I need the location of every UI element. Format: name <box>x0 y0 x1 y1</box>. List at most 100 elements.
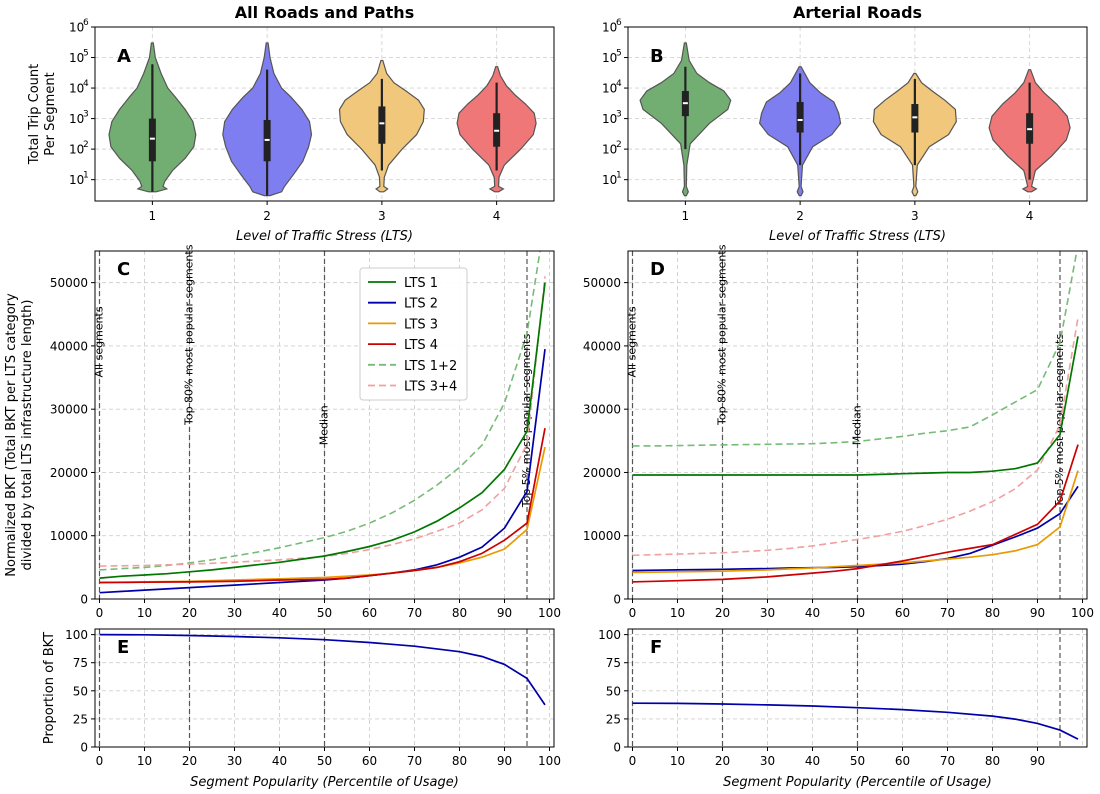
axes-frame <box>627 26 1088 202</box>
y-tick-label: 40000 <box>583 339 621 353</box>
x-tick-label: 70 <box>940 606 955 620</box>
y-tick-label: 10 <box>69 173 84 187</box>
y-tick-label: 50 <box>606 684 621 698</box>
y-tick-label: 30000 <box>50 403 88 417</box>
y-tick-label: 50000 <box>583 276 621 290</box>
y-tick-exponent: 3 <box>616 110 622 120</box>
y-tick-label: 25 <box>73 712 88 726</box>
y-tick-label: 0 <box>80 741 88 755</box>
y-axis-label: Normalized BKT (Total BKT per LTS catego… <box>4 293 19 577</box>
x-tick-label: 0 <box>629 606 637 620</box>
y-tick-exponent: 1 <box>616 171 622 181</box>
series-line-lts-3 <box>99 446 546 584</box>
violin-box-2 <box>796 101 804 133</box>
x-tick-label: 10 <box>137 754 152 768</box>
x-tick-label: 20 <box>182 606 197 620</box>
legend-label: LTS 1+2 <box>404 359 457 374</box>
legend-label: LTS 1 <box>404 276 438 291</box>
reference-line-label: Median <box>318 405 331 445</box>
x-tick-label: 4 <box>493 209 501 223</box>
x-tick-label: 60 <box>362 754 377 768</box>
violin-box-3 <box>378 106 386 144</box>
x-tick-label: 10 <box>137 606 152 620</box>
reference-line-label: Top 5% most popular segments <box>1053 334 1066 509</box>
x-tick-label: 80 <box>985 606 1000 620</box>
x-tick-label: 2 <box>263 209 271 223</box>
x-tick-label: 60 <box>362 606 377 620</box>
axes-frame <box>94 26 555 202</box>
x-tick-label: 20 <box>182 754 197 768</box>
panel-letter: D <box>650 259 665 280</box>
x-tick-label: 1 <box>682 209 690 223</box>
x-tick-label: 20 <box>715 754 730 768</box>
y-tick-label: 10 <box>602 173 617 187</box>
y-tick-label: 0 <box>613 741 621 755</box>
x-tick-label: 30 <box>227 606 242 620</box>
x-tick-label: 40 <box>805 754 820 768</box>
reference-line-label: Top 5% most popular segments <box>520 334 533 509</box>
x-tick-label: 50 <box>850 754 865 768</box>
x-tick-label: 3 <box>378 209 386 223</box>
x-tick-label: 90 <box>497 606 512 620</box>
x-tick-label: 90 <box>1030 606 1045 620</box>
y-tick-label: 0 <box>613 593 621 607</box>
panel-letter: E <box>117 637 129 658</box>
legend-label: LTS 3+4 <box>404 380 457 395</box>
series-line-lts-1-2 <box>632 251 1078 447</box>
y-tick-label: 10 <box>69 21 84 35</box>
series-line-lts-1-2 <box>99 251 541 571</box>
reference-line-label: All segments <box>626 306 639 377</box>
y-axis-label: Per Segment <box>43 72 58 155</box>
y-tick-exponent: 1 <box>83 171 89 181</box>
y-tick-label: 50000 <box>50 276 88 290</box>
y-tick-label: 75 <box>73 656 88 670</box>
x-tick-label: 90 <box>1030 754 1045 768</box>
x-tick-label: 50 <box>850 606 865 620</box>
panel-letter: A <box>117 46 131 67</box>
y-tick-label: 10 <box>602 82 617 96</box>
chart-title: Arterial Roads <box>793 3 922 22</box>
x-axis-label: Level of Traffic Stress (LTS) <box>236 229 413 244</box>
y-tick-label: 50 <box>73 684 88 698</box>
y-tick-exponent: 5 <box>83 49 89 59</box>
series-line-lts-3-4 <box>632 317 1079 557</box>
y-tick-exponent: 6 <box>616 18 622 28</box>
series-line-proportion-of-bkt <box>632 702 1079 740</box>
series-line-proportion-of-bkt <box>99 633 546 706</box>
y-tick-exponent: 6 <box>83 18 89 28</box>
y-tick-label: 10 <box>69 143 84 157</box>
x-tick-label: 70 <box>407 754 422 768</box>
reference-line-label: All segments <box>93 306 106 377</box>
y-tick-label: 10 <box>602 112 617 126</box>
x-tick-label: 4 <box>1026 209 1034 223</box>
y-tick-label: 10 <box>602 51 617 65</box>
x-tick-label: 10 <box>670 606 685 620</box>
x-tick-label: 30 <box>760 606 775 620</box>
y-tick-label: 10000 <box>583 529 621 543</box>
x-tick-label: 90 <box>497 754 512 768</box>
series-line-lts-2 <box>632 485 1079 572</box>
y-tick-label: 10 <box>602 21 617 35</box>
x-tick-label: 60 <box>895 754 910 768</box>
y-tick-label: 30000 <box>583 403 621 417</box>
chart-title: All Roads and Paths <box>235 3 414 22</box>
reference-line-label: Top 80% most popular segments <box>183 244 196 426</box>
y-tick-label: 100 <box>598 628 621 642</box>
reference-line-label: Top 80% most popular segments <box>716 244 729 426</box>
y-tick-label: 10 <box>69 82 84 96</box>
y-tick-label: 20000 <box>583 466 621 480</box>
legend-label: LTS 2 <box>404 297 438 312</box>
y-tick-exponent: 5 <box>616 49 622 59</box>
legend-label: LTS 3 <box>404 317 438 332</box>
x-axis-label: Segment Popularity (Percentile of Usage) <box>190 775 459 790</box>
x-tick-label: 1 <box>149 209 157 223</box>
x-tick-label: 2 <box>796 209 804 223</box>
series-line-lts-3 <box>632 470 1079 574</box>
y-tick-exponent: 3 <box>83 110 89 120</box>
x-tick-label: 30 <box>760 754 775 768</box>
y-tick-label: 25 <box>606 712 621 726</box>
x-tick-label: 10 <box>670 754 685 768</box>
y-tick-label: 40000 <box>50 339 88 353</box>
y-tick-label: 10 <box>69 112 84 126</box>
